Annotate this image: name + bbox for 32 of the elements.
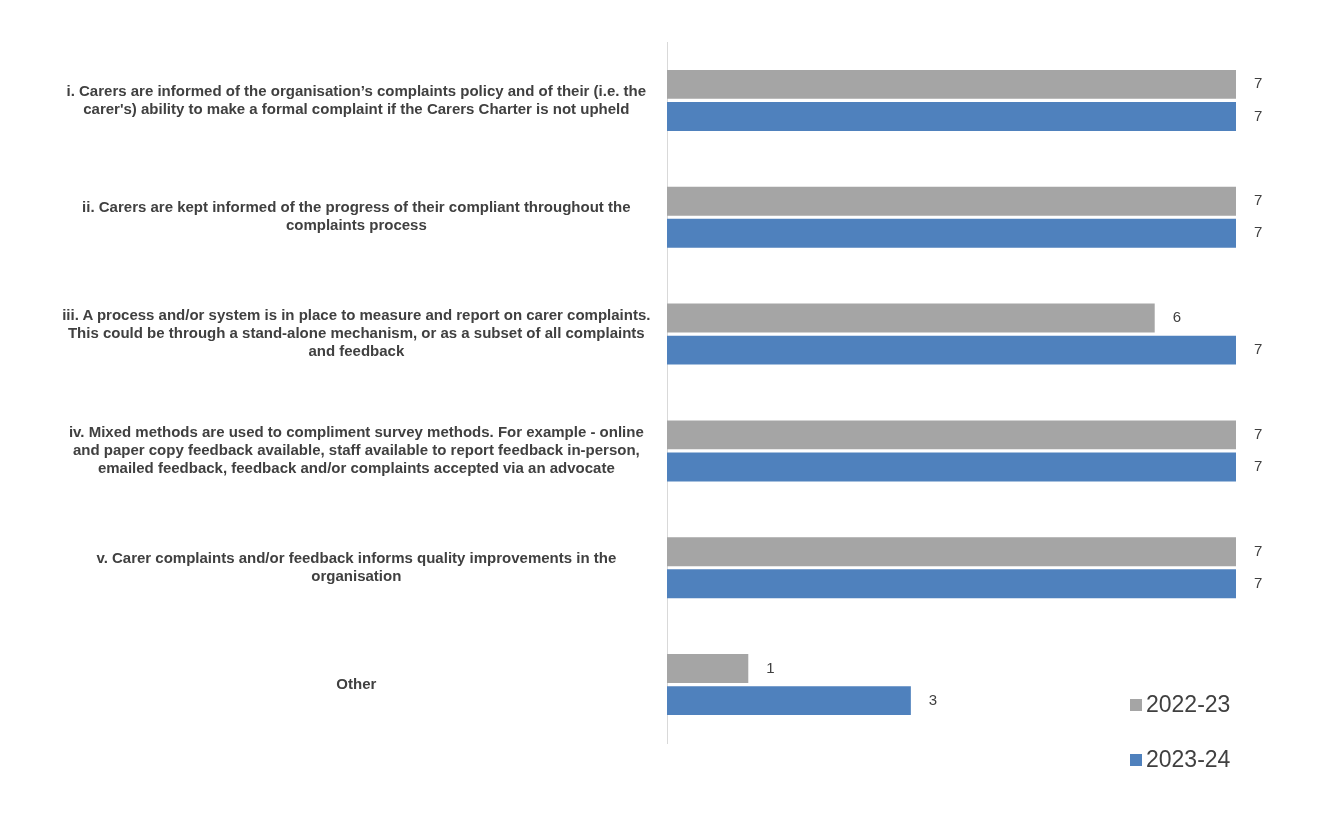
bar — [667, 303, 1155, 333]
data-label: 7 — [1254, 340, 1263, 358]
bar — [667, 335, 1236, 365]
data-label: 6 — [1172, 308, 1182, 326]
data-label: 7 — [1254, 223, 1263, 241]
data-label: 7 — [1254, 424, 1263, 442]
bar — [667, 420, 1236, 450]
data-label: 7 — [1254, 106, 1263, 124]
bar — [667, 537, 1236, 567]
bar — [667, 218, 1236, 248]
legend-label: 2022-23 — [1146, 691, 1231, 718]
data-label: 7 — [1254, 74, 1263, 92]
bar — [667, 686, 911, 716]
legend-label: 2023-24 — [1146, 746, 1231, 773]
y-tick-label: v. Carer complaints and/or feedback informs quality improvements in the organisation — [96, 548, 617, 584]
data-label: 7 — [1254, 541, 1263, 559]
bar — [667, 186, 1236, 216]
bar — [667, 102, 1236, 131]
y-tick-label: Other — [336, 674, 377, 692]
y-tick-label: iii. A process and/or system is in place to measure and report on carer complaints. This could be through a stand-alone mechanism, or as a subset of all complaints and feedback — [62, 306, 651, 360]
data-label: 7 — [1254, 191, 1263, 209]
y-tick-label: ii. Carers are kept informed of the progress of their compliant throughout the complaints process — [82, 198, 631, 234]
bar — [667, 654, 749, 683]
data-label: 1 — [766, 658, 775, 676]
data-label: 7 — [1254, 573, 1263, 591]
y-tick-label: i. Carers are informed of the organisation’s complaints policy and of their (i.e. the carer's) ability to make a formal complaint if the Carers Charter is not upheld — [66, 81, 647, 117]
y-tick-label: iv. Mixed methods are used to compliment survey methods. For example - online and paper copy feedback available, staff available to report feedback in-person, emailed feedback, feedback and/or complaints accepted via an advocate — [68, 423, 644, 477]
data-label: 7 — [1254, 457, 1263, 475]
bar — [667, 569, 1236, 599]
bar — [667, 452, 1236, 482]
data-label: 3 — [928, 690, 938, 708]
bar — [667, 69, 1236, 99]
